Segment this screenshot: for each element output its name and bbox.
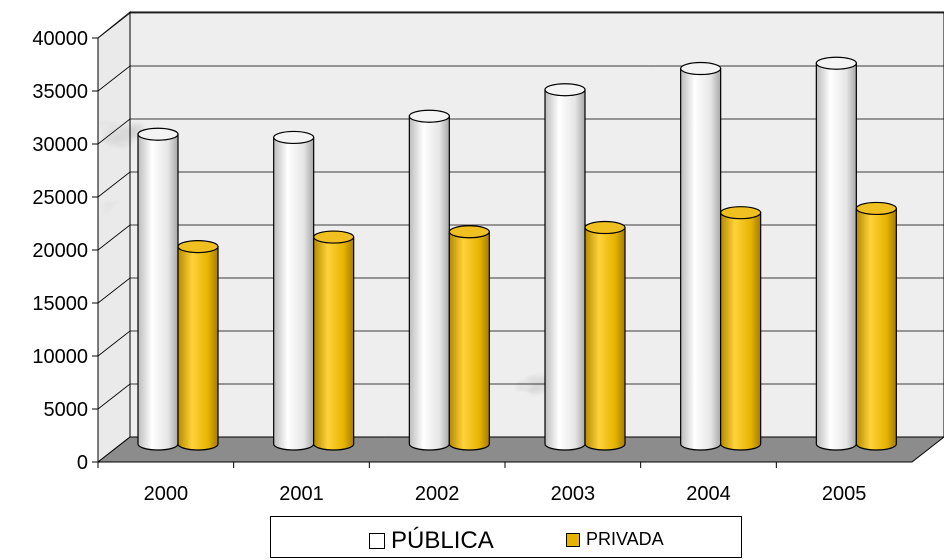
gridline-side: [97, 383, 131, 410]
gridline-side: [97, 330, 131, 357]
bar-body: [720, 212, 762, 451]
legend-swatch-publica: [369, 533, 385, 549]
x-tick-label: 2004: [686, 483, 731, 505]
bar-publica-2000: [137, 127, 179, 451]
bar-privada-2005: [855, 201, 897, 451]
x-tick-label: 2002: [415, 483, 460, 505]
y-tick-label: 10000: [32, 346, 88, 368]
bar-top: [680, 61, 722, 76]
y-tick-label: 30000: [32, 134, 88, 156]
x-tick-label: 2001: [279, 483, 324, 505]
bar-publica-2004: [680, 61, 722, 451]
bar-body: [137, 133, 179, 451]
bar-privada-2000: [177, 240, 219, 451]
bar-body: [680, 67, 722, 451]
bar-body: [584, 226, 626, 451]
legend: PÚBLICA PRIVADA: [270, 516, 742, 558]
bar-top: [313, 230, 355, 244]
y-tick-label: 15000: [32, 293, 88, 315]
bar-publica-2003: [544, 83, 586, 451]
plot-back-border: [129, 11, 944, 438]
legend-label-privada: PRIVADA: [586, 529, 664, 549]
x-tick-label: 2000: [144, 483, 189, 505]
bar-top: [137, 127, 179, 141]
bar-top: [177, 240, 219, 254]
x-tick-label: 2003: [551, 483, 596, 505]
legend-label-publica: PÚBLICA: [391, 527, 494, 554]
legend-item-publica: PÚBLICA: [369, 527, 494, 555]
gridline-side: [97, 224, 131, 251]
gridline-side: [97, 118, 131, 145]
gridline-side: [97, 277, 131, 304]
y-tick-label: 20000: [32, 240, 88, 262]
bar-top: [544, 83, 586, 97]
axes: 0 5000 10000 15000 20000 25000 30000 35000 40000…: [32, 28, 912, 505]
bar-top: [720, 206, 762, 220]
gridline-side: [97, 65, 131, 92]
bar-body: [273, 136, 315, 451]
bar-body: [448, 231, 490, 451]
bar-publica-2001: [273, 130, 315, 451]
bar-body: [408, 115, 450, 451]
bar-chart: 0 5000 10000 15000 20000 25000 30000 35000 40000…: [32, 10, 944, 505]
y-tick-label: 5000: [44, 399, 89, 421]
bar-top: [584, 220, 626, 235]
bar-privada-2003: [584, 220, 626, 451]
bar-body: [313, 236, 355, 451]
bar-body: [544, 89, 586, 451]
y-tick-label: 25000: [32, 187, 88, 209]
bar-top: [855, 201, 897, 216]
legend-swatch-privada: [566, 532, 580, 547]
bar-publica-2005: [815, 56, 857, 451]
gridlines: [97, 12, 944, 410]
bar-top: [408, 109, 450, 123]
bar-body: [815, 62, 857, 451]
bar-privada-2002: [448, 225, 490, 451]
bar-top: [273, 130, 315, 145]
y-tick-label: 35000: [32, 81, 88, 103]
y-tick-label: 40000: [32, 28, 88, 50]
bar-publica-2002: [408, 109, 450, 451]
bar-privada-2004: [720, 206, 762, 451]
bar-top: [448, 225, 490, 239]
bar-top: [815, 56, 857, 70]
bar-body: [177, 246, 219, 451]
gridline-side: [97, 12, 131, 39]
x-tick-label: 2005: [822, 483, 867, 505]
plot-marble-texture: [130, 12, 944, 437]
gridline-side: [97, 171, 131, 198]
bar-privada-2001: [313, 230, 355, 451]
y-tick-label: 0: [77, 452, 88, 474]
bars: [137, 56, 897, 451]
bar-body: [855, 207, 897, 451]
legend-item-privada: PRIVADA: [566, 529, 664, 550]
